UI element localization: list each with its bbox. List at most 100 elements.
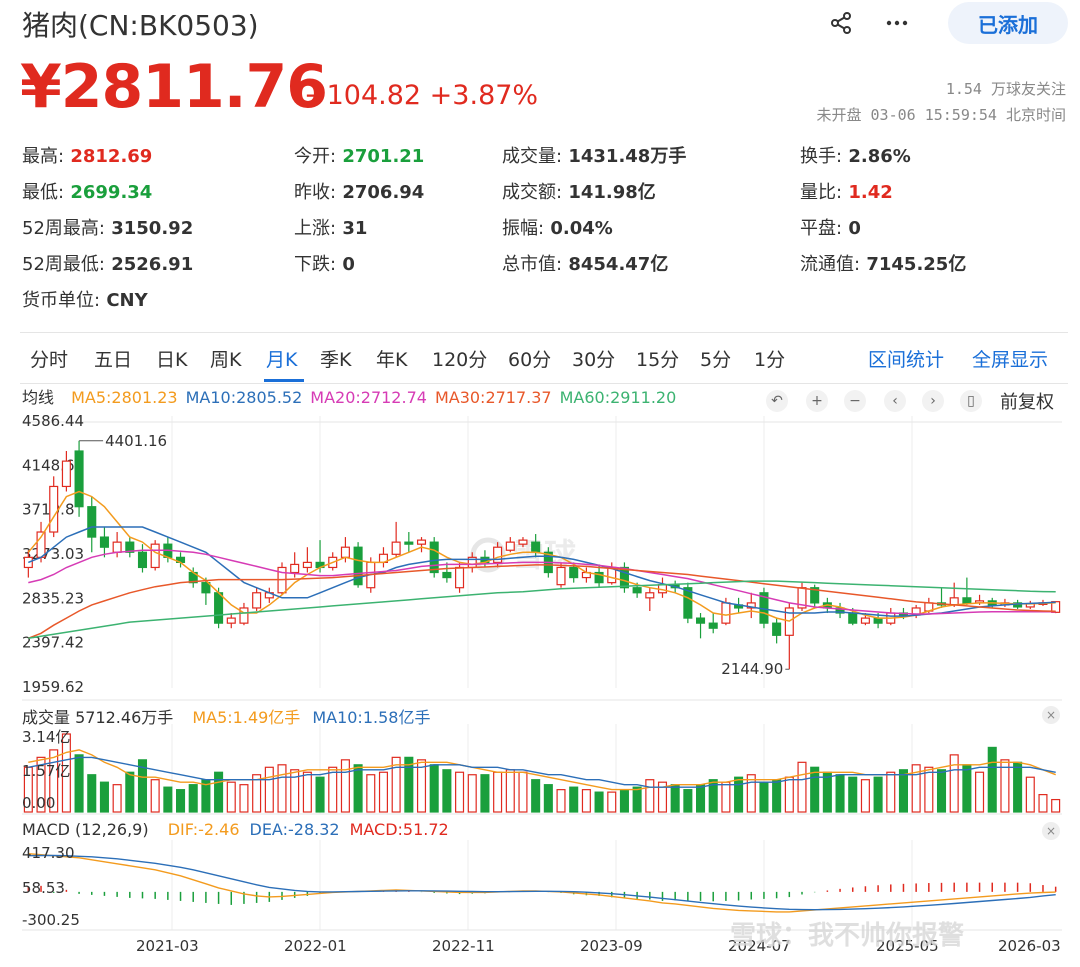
volume-bar (176, 789, 186, 813)
volume-bar (416, 759, 427, 813)
price-axis-label: 4586.44 (22, 412, 84, 430)
tab-6[interactable]: 年K (376, 349, 408, 371)
volume-bar (163, 786, 173, 813)
tab-7[interactable]: 120分 (432, 349, 488, 371)
volume-bar (328, 766, 338, 813)
volume-bar (49, 749, 59, 813)
volume-bar (505, 769, 515, 813)
volume-bar (962, 764, 972, 813)
candle-body (49, 485, 59, 533)
close-macd-icon[interactable]: × (1042, 822, 1060, 840)
period-tabs: 分时 五日 日K 周K 月K 季K 年K 120分 60分 30分 15分 5分 1分 区间统计 全屏显… (20, 332, 1068, 384)
dif-line (28, 853, 1056, 913)
volume-label: 成交量 5712.46万手 (22, 708, 174, 727)
price-axis-label: 2835.23 (22, 589, 84, 607)
tab-12[interactable]: 1分 (754, 349, 786, 371)
adjust-mode-select[interactable]: 前复权 (1000, 392, 1054, 413)
candle-body (708, 622, 718, 629)
stat-item: 成交额: 141.98亿 (502, 178, 656, 204)
volume-bar (949, 754, 959, 813)
candle-body (746, 602, 756, 609)
stat-value: 8454.47亿 (562, 254, 669, 275)
candle-body (61, 460, 71, 488)
candle-icon[interactable]: ▯ (960, 390, 982, 412)
tab-3[interactable]: 周K (210, 349, 242, 371)
stat-item: 量比: 1.42 (800, 178, 893, 204)
more-icon[interactable] (882, 8, 912, 38)
tab-1[interactable]: 五日 (94, 349, 133, 371)
macd-legend: MACD (12,26,9) DIF:-2.46 DEA:-28.32 MACD:5… (22, 820, 459, 839)
candle-body (391, 541, 401, 555)
range-stats-button[interactable]: 区间统计 (868, 349, 945, 371)
stat-value: CNY (100, 290, 148, 311)
volume-bar (822, 771, 832, 813)
volume-bar (797, 761, 807, 813)
stat-label: 量比: (800, 182, 843, 203)
share-icon[interactable] (826, 8, 856, 38)
volume-bar (252, 774, 262, 813)
candle-body (569, 566, 579, 579)
stat-item: 上涨: 31 (294, 214, 367, 240)
prev-icon[interactable]: ‹ (884, 390, 906, 412)
low-annotation: 2144.90 (721, 660, 783, 678)
candle-body (137, 551, 148, 569)
tab-4[interactable]: 月K (266, 349, 298, 371)
stat-label: 换手: (800, 146, 843, 167)
stat-label: 52周最高: (22, 218, 105, 239)
close-volume-icon[interactable]: × (1042, 706, 1060, 724)
zoom-out-icon[interactable]: − (844, 390, 866, 412)
volume-bar (99, 781, 109, 813)
tab-10[interactable]: 15分 (636, 349, 680, 371)
volume-bar (975, 771, 985, 813)
stat-item: 最低: 2699.34 (22, 178, 152, 204)
stat-item: 总市值: 8454.47亿 (502, 250, 668, 276)
legend-item: MA10:2805.52 (185, 388, 303, 407)
ma-line-ma20 (28, 549, 1056, 615)
stat-label: 昨收: (294, 182, 337, 203)
undo-icon[interactable]: ↶ (766, 390, 788, 412)
candle-body (505, 541, 515, 551)
macd-axis-label: -300.25 (22, 911, 80, 929)
stat-value: 7145.25亿 (860, 254, 967, 275)
next-icon[interactable]: › (922, 390, 944, 412)
legend-item: DEA:-28.32 (249, 820, 340, 839)
candle-body (87, 506, 97, 538)
candle-body (455, 566, 465, 589)
tab-8[interactable]: 60分 (508, 349, 552, 371)
tab-11[interactable]: 5分 (700, 349, 732, 371)
fullscreen-button[interactable]: 全屏显示 (972, 349, 1049, 371)
volume-bar (480, 774, 490, 813)
volume-bar (911, 764, 921, 813)
volume-bar (290, 769, 300, 813)
candle-body (112, 541, 122, 553)
volume-bar (1025, 776, 1035, 813)
stat-label: 成交量: (502, 146, 563, 167)
stat-label: 最高: (22, 146, 65, 167)
watermark-logo (470, 537, 506, 573)
tab-5[interactable]: 季K (320, 349, 352, 371)
stat-item: 52周最低: 2526.91 (22, 250, 193, 276)
volume-bar (239, 784, 249, 813)
candle-body (531, 541, 541, 553)
x-axis-label: 2023-09 (580, 937, 643, 955)
volume-bar (594, 791, 604, 813)
ma-line-ma60 (28, 580, 1056, 640)
candle-body (860, 617, 870, 624)
added-watchlist-button[interactable]: 已添加 (948, 2, 1068, 44)
volume-bar (848, 776, 858, 813)
tab-2[interactable]: 日K (156, 349, 188, 371)
volume-legend: 成交量 5712.46万手 MA5:1.49亿手 MA10:1.58亿手 (22, 704, 442, 728)
legend-item: DIF:-2.46 (167, 820, 240, 839)
legend-item: MA5:2801.23 (71, 388, 178, 407)
volume-bar (150, 779, 160, 813)
volume-bar (835, 774, 845, 813)
ma-line-ma30 (28, 564, 1056, 639)
volume-bar (860, 779, 870, 813)
tab-9[interactable]: 30分 (572, 349, 616, 371)
volume-bar (378, 771, 388, 813)
stat-item: 52周最高: 3150.92 (22, 214, 193, 240)
tab-0[interactable]: 分时 (30, 349, 69, 371)
candle-body (340, 546, 350, 558)
zoom-in-icon[interactable]: + (806, 390, 828, 412)
